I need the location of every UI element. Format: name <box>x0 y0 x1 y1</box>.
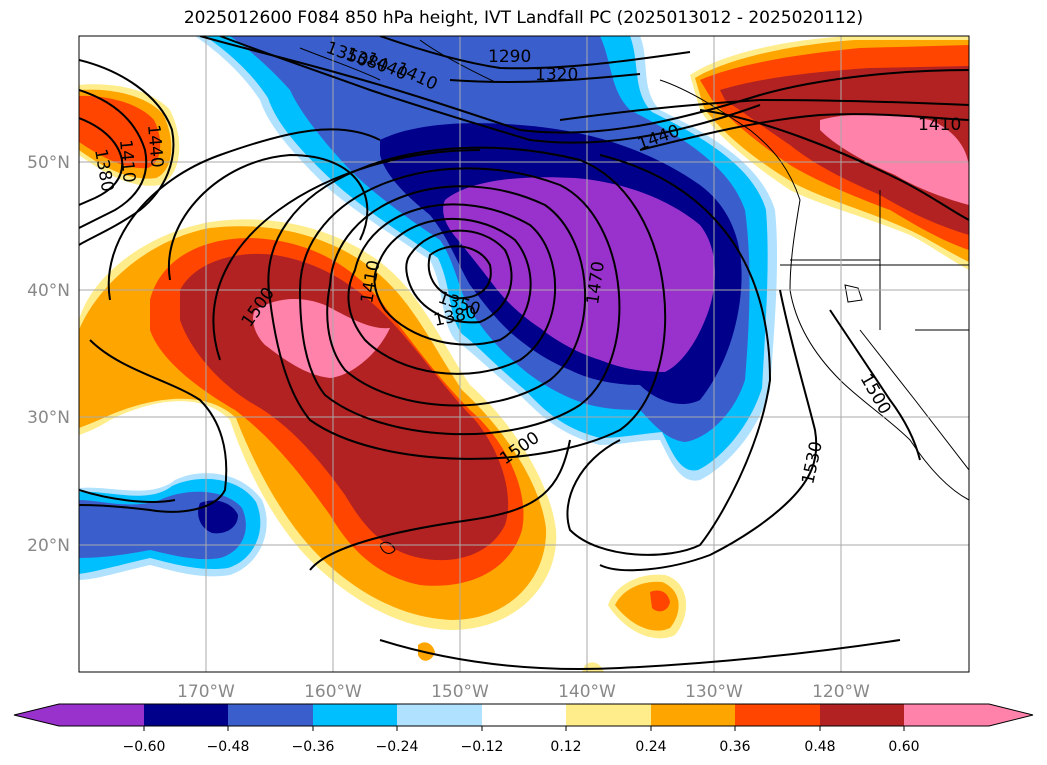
colorbar-bin <box>735 704 820 726</box>
colorbar: −0.60 −0.48 −0.36 −0.24 −0.12 0.12 0.24 … <box>13 703 1034 755</box>
colorbar-bin <box>397 704 482 726</box>
lon-tick-label: 120°W <box>812 682 870 702</box>
colorbar-bin <box>651 704 735 726</box>
lon-tick-label: 160°W <box>304 682 362 702</box>
colorbar-tick-label: 0.12 <box>550 739 581 755</box>
contour-label: 1320 <box>535 65 578 85</box>
contour-label: 1410 <box>115 139 139 184</box>
latitude-labels: 50°N 40°N 30°N 20°N <box>27 153 70 556</box>
lon-tick-label: 170°W <box>177 682 235 702</box>
lon-tick-label: 140°W <box>558 682 616 702</box>
height-contours <box>79 36 969 671</box>
negative-anomaly-west <box>79 473 267 580</box>
contour-labels: 1290 1320 1350 1380 1410 1440 1470 1500 … <box>90 38 961 486</box>
colorbar-bin <box>566 704 651 726</box>
colorbar-tick-label: −0.12 <box>461 739 504 755</box>
positive-anomaly-northeast <box>690 36 969 270</box>
colorbar-bin <box>59 704 144 726</box>
lon-tick-label: 130°W <box>685 682 743 702</box>
colorbar-bin <box>820 704 904 726</box>
colorbar-tick-label: 0.60 <box>888 739 919 755</box>
colorbar-bin <box>228 704 313 726</box>
lon-tick-label: 150°W <box>431 682 489 702</box>
colorbar-tick-label: 0.36 <box>719 739 750 755</box>
lat-tick-label: 50°N <box>27 153 70 173</box>
colorbar-tick-label: 0.48 <box>804 739 835 755</box>
longitude-labels: 170°W 160°W 150°W 140°W 130°W 120°W <box>177 682 870 702</box>
positive-anomaly-northwest <box>79 84 180 186</box>
colorbar-extend-high <box>989 704 1033 726</box>
contour-label: 1410 <box>918 115 961 135</box>
map-panel: 1290 1320 1350 1380 1410 1440 1470 1500 … <box>79 36 969 672</box>
colorbar-tick-label: −0.48 <box>207 739 250 755</box>
map-title: 2025012600 F084 850 hPa height, IVT Land… <box>183 8 864 28</box>
colorbar-tick-label: −0.36 <box>292 739 335 755</box>
colorbar-extend-low <box>14 704 59 726</box>
lat-tick-label: 30°N <box>27 408 70 428</box>
lat-tick-label: 40°N <box>27 281 70 301</box>
contour-label: 1440 <box>143 124 167 169</box>
colorbar-bin <box>144 704 228 726</box>
colorbar-bin <box>904 704 989 726</box>
colorbar-bin <box>482 704 566 726</box>
contour-label: 1290 <box>488 47 531 67</box>
colorbar-tick-label: −0.24 <box>376 739 419 755</box>
colorbar-bin <box>313 704 397 726</box>
colorbar-tick-label: 0.24 <box>635 739 666 755</box>
colorbar-outline <box>13 703 1034 727</box>
map-frame <box>78 35 970 673</box>
lat-tick-label: 20°N <box>27 536 70 556</box>
graticule <box>79 36 969 672</box>
colorbar-tick-label: −0.60 <box>123 739 166 755</box>
